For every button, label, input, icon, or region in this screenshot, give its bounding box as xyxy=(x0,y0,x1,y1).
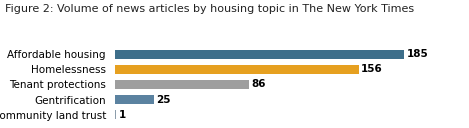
Text: 1: 1 xyxy=(119,110,126,120)
Bar xyxy=(115,80,250,89)
Text: 156: 156 xyxy=(361,64,383,74)
Bar xyxy=(115,95,154,104)
Text: 185: 185 xyxy=(407,49,428,59)
Bar xyxy=(115,65,359,74)
Bar xyxy=(115,50,404,59)
Text: Figure 2: Volume of news articles by housing topic in The New York Times: Figure 2: Volume of news articles by hou… xyxy=(5,4,414,14)
Bar xyxy=(115,110,116,119)
Text: 86: 86 xyxy=(252,79,266,89)
Text: 25: 25 xyxy=(156,95,171,105)
